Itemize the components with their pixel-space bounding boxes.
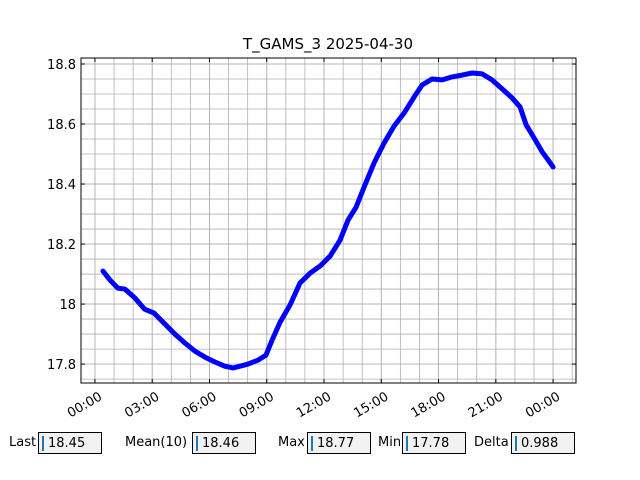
plot-frame [80,57,577,384]
y-tick-label: 18.8 [47,58,76,73]
x-tick-label: 06:00 [180,389,220,421]
y-tick-label: 18.2 [47,238,76,253]
x-tick-label: 21:00 [466,389,506,421]
x-tick-label: 18:00 [409,389,449,421]
x-tick-label: 15:00 [351,389,391,421]
text-box[interactable]: 18.45 [38,432,102,454]
chart-title: T_GAMS_3 2025-04-30 [242,35,413,54]
widget-label: Max [278,435,305,450]
text-box[interactable]: 18.77 [307,432,371,454]
x-tick-label: 09:00 [237,389,277,421]
y-tick-label: 18.4 [47,178,76,193]
y-tick-label: 17.8 [47,358,76,373]
text-box[interactable]: 17.78 [402,432,466,454]
x-tick-label: 00:00 [65,389,105,421]
y-tick-label: 18 [59,298,76,313]
widget-label: Mean(10) [125,435,188,450]
y-tick-label: 18.6 [47,118,76,133]
x-tick-label: 12:00 [294,389,334,421]
text-box[interactable]: 0.988 [511,432,575,454]
data-line [100,70,556,371]
widget-label: Delta [474,435,509,450]
x-tick-label: 03:00 [122,389,162,421]
x-tick-label: 00:00 [523,389,563,421]
widget-label: Min [378,435,402,450]
widget-label: Last [9,435,37,450]
text-box[interactable]: 18.46 [192,432,256,454]
